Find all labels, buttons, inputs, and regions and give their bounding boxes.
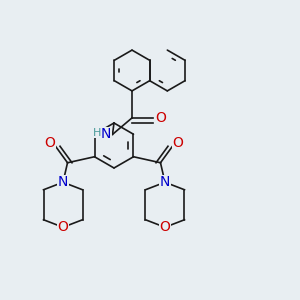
Text: H: H: [93, 128, 102, 138]
Text: N: N: [160, 175, 170, 189]
Text: N: N: [101, 128, 111, 141]
Text: N: N: [58, 175, 68, 189]
Text: O: O: [45, 136, 56, 150]
Text: O: O: [155, 111, 166, 125]
Text: O: O: [172, 136, 183, 150]
Text: O: O: [58, 220, 68, 234]
Text: O: O: [160, 220, 170, 234]
